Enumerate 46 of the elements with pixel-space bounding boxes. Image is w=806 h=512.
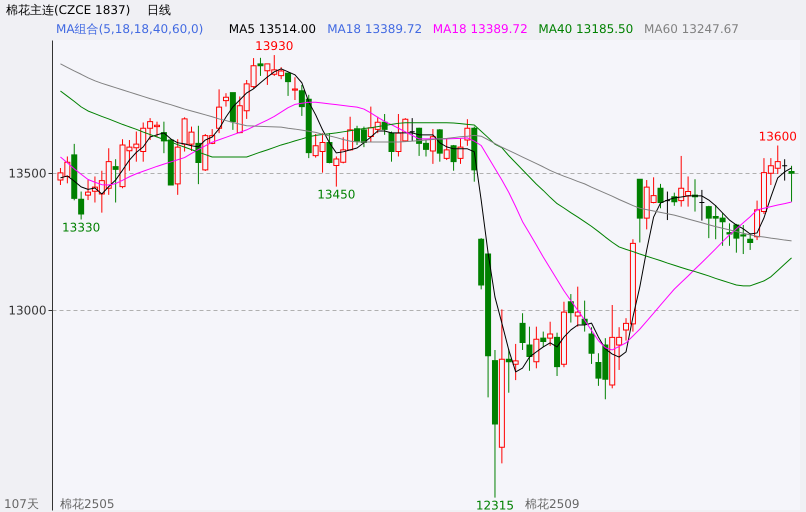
candlestick [588, 326, 595, 364]
candlestick [658, 183, 664, 209]
candlestick [664, 191, 670, 221]
candlestick [430, 128, 436, 164]
candlestick [698, 189, 705, 222]
candlestick [782, 158, 788, 182]
candlestick [409, 118, 416, 142]
text: MA40 13185.50 [538, 22, 634, 36]
candlestick [436, 128, 443, 162]
candlestick [222, 92, 229, 108]
candlestick [788, 165, 795, 202]
candlestick [520, 312, 526, 350]
candlestick [540, 331, 546, 348]
candlestick [216, 88, 222, 134]
candlestick [388, 131, 395, 162]
candlestick [112, 158, 119, 204]
text: MA5 13514.00 [228, 22, 316, 36]
annotation: 12315 [476, 498, 514, 512]
annotation: 13600 [758, 130, 797, 144]
candlestick [326, 132, 332, 164]
annotation: 棉花2509 [525, 497, 580, 511]
text: 107天 [4, 497, 39, 511]
candlestick [444, 138, 450, 161]
chart-title: 棉花主连(CZCE 1837) [6, 3, 130, 17]
annotation: 棉花2505 [60, 497, 115, 511]
y-tick-label: 13500 [8, 166, 46, 180]
candlestick [457, 138, 464, 164]
text: MA18 13389.72 [327, 22, 422, 36]
candlestick [257, 57, 264, 76]
y-tick-label: 13000 [8, 303, 46, 318]
candlestick [526, 326, 532, 372]
candlestick [533, 326, 540, 369]
text: MA18 13389.72 [432, 22, 528, 36]
candlestick [292, 76, 298, 101]
candlestick [574, 286, 581, 328]
candlestick [285, 72, 292, 96]
candlestick [747, 232, 754, 250]
candlestick [547, 321, 554, 346]
legend-title: MA组合(5,18,18,40,60,0) [56, 22, 204, 36]
chart-subtitle: 日线 [147, 3, 172, 17]
candlestick [568, 294, 574, 324]
annotation: 13450 [317, 188, 356, 202]
annotation: 13330 [62, 220, 100, 235]
candlestick [450, 144, 457, 172]
annotation: 13930 [255, 39, 294, 54]
text: MA60 13247.67 [644, 22, 739, 36]
